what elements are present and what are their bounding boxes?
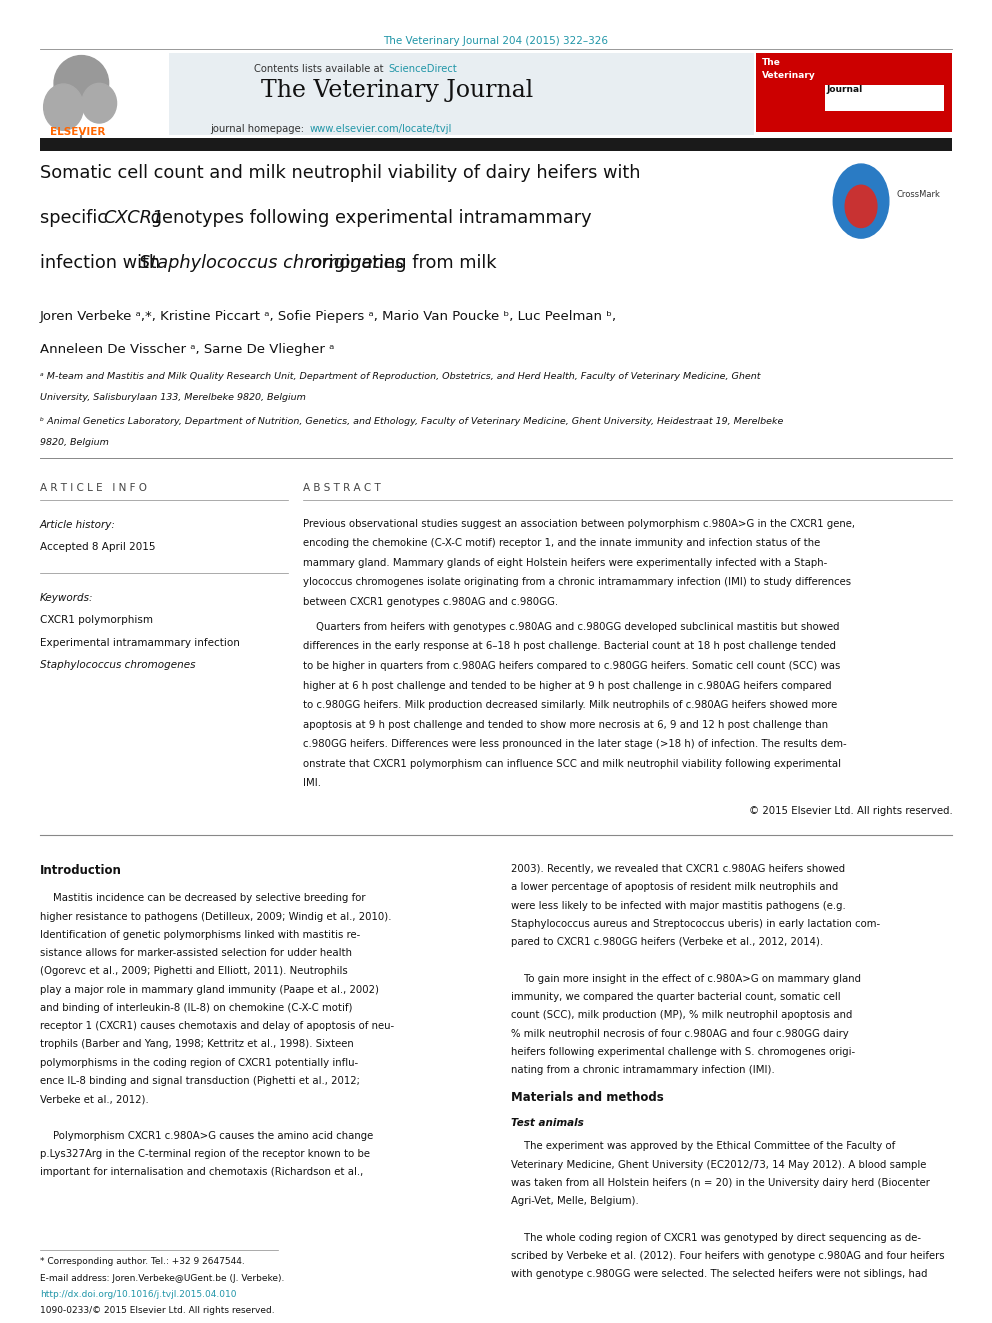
Text: journal homepage:: journal homepage: [210,124,308,135]
Text: c.980GG heifers. Differences were less pronounced in the later stage (>18 h) of : c.980GG heifers. Differences were less p… [303,740,846,749]
Text: differences in the early response at 6–18 h post challenge. Bacterial count at 1: differences in the early response at 6–1… [303,642,835,651]
Bar [45,53,169,135]
Text: IMI.: IMI. [303,778,320,789]
Text: sistance allows for marker-assisted selection for udder health: sistance allows for marker-assisted sele… [40,949,352,958]
Text: genotypes following experimental intramammary: genotypes following experimental intrama… [145,209,591,228]
Text: apoptosis at 9 h post challenge and tended to show more necrosis at 6, 9 and 12 : apoptosis at 9 h post challenge and tend… [303,720,827,730]
Text: A R T I C L E   I N F O: A R T I C L E I N F O [40,483,147,493]
Text: mammary gland. Mammary glands of eight Holstein heifers were experimentally infe: mammary gland. Mammary glands of eight H… [303,558,826,568]
Text: a lower percentage of apoptosis of resident milk neutrophils and: a lower percentage of apoptosis of resid… [511,882,838,893]
Text: p.Lys327Arg in the C-terminal region of the receptor known to be: p.Lys327Arg in the C-terminal region of … [40,1148,370,1159]
Text: * Corresponding author. Tel.: +32 9 2647544.: * Corresponding author. Tel.: +32 9 2647… [40,1257,244,1266]
Circle shape [833,164,889,238]
Text: The Veterinary Journal: The Veterinary Journal [261,79,533,102]
Text: Mastitis incidence can be decreased by selective breeding for: Mastitis incidence can be decreased by s… [40,893,365,904]
Text: specific: specific [40,209,112,228]
Text: originating from milk: originating from milk [305,254,496,273]
Text: ELSEVIER: ELSEVIER [50,127,105,138]
Text: Keywords:: Keywords: [40,593,93,603]
Text: pared to CXCR1 c.980GG heifers (Verbeke et al., 2012, 2014).: pared to CXCR1 c.980GG heifers (Verbeke … [511,937,823,947]
Text: Anneleen De Visscher ᵃ, Sarne De Vliegher ᵃ: Anneleen De Visscher ᵃ, Sarne De Vlieghe… [40,343,334,356]
Text: CrossMark: CrossMark [897,191,940,198]
Text: Polymorphism CXCR1 c.980A>G causes the amino acid change: Polymorphism CXCR1 c.980A>G causes the a… [40,1131,373,1140]
Text: University, Salisburylaan 133, Merelbeke 9820, Belgium: University, Salisburylaan 133, Merelbeke… [40,393,306,402]
Text: © 2015 Elsevier Ltd. All rights reserved.: © 2015 Elsevier Ltd. All rights reserved… [749,806,952,816]
Text: polymorphisms in the coding region of CXCR1 potentially influ-: polymorphisms in the coding region of CX… [40,1057,358,1068]
Text: encoding the chemokine (C-X-C motif) receptor 1, and the innate immunity and inf: encoding the chemokine (C-X-C motif) rec… [303,538,819,548]
Text: Identification of genetic polymorphisms linked with mastitis re-: Identification of genetic polymorphisms … [40,930,360,939]
Text: infection with: infection with [40,254,166,273]
Text: Accepted 8 April 2015: Accepted 8 April 2015 [40,542,155,553]
Text: Contents lists available at: Contents lists available at [254,64,387,74]
Text: between CXCR1 genotypes c.980AG and c.980GG.: between CXCR1 genotypes c.980AG and c.98… [303,597,558,607]
Text: Verbeke et al., 2012).: Verbeke et al., 2012). [40,1094,149,1105]
Text: Somatic cell count and milk neutrophil viability of dairy heifers with: Somatic cell count and milk neutrophil v… [40,164,640,183]
Text: higher at 6 h post challenge and tended to be higher at 9 h post challenge in c.: higher at 6 h post challenge and tended … [303,680,831,691]
Text: were less likely to be infected with major mastitis pathogens (e.g.: were less likely to be infected with maj… [511,901,845,910]
Text: was taken from all Holstein heifers (n = 20) in the University dairy herd (Bioce: was taken from all Holstein heifers (n =… [511,1177,930,1188]
Ellipse shape [55,56,109,111]
Text: ScienceDirect: ScienceDirect [389,64,457,74]
Text: Materials and methods: Materials and methods [511,1091,664,1105]
Bar [45,53,754,135]
Text: 1090-0233/© 2015 Elsevier Ltd. All rights reserved.: 1090-0233/© 2015 Elsevier Ltd. All right… [40,1306,275,1315]
Text: Veterinary: Veterinary [762,71,815,81]
Text: with genotype c.980GG were selected. The selected heifers were not siblings, had: with genotype c.980GG were selected. The… [511,1269,928,1279]
Text: to be higher in quarters from c.980AG heifers compared to c.980GG heifers. Somat: to be higher in quarters from c.980AG he… [303,662,840,671]
Text: E-mail address: Joren.Verbeke@UGent.be (J. Verbeke).: E-mail address: Joren.Verbeke@UGent.be (… [40,1274,284,1283]
Text: play a major role in mammary gland immunity (Paape et al., 2002): play a major role in mammary gland immun… [40,984,379,995]
Text: The: The [762,58,781,67]
Bar [756,53,952,132]
Text: Veterinary Medicine, Ghent University (EC2012/73, 14 May 2012). A blood sample: Veterinary Medicine, Ghent University (E… [511,1160,927,1170]
Text: scribed by Verbeke et al. (2012). Four heifers with genotype c.980AG and four he: scribed by Verbeke et al. (2012). Four h… [511,1252,944,1261]
Text: http://dx.doi.org/10.1016/j.tvjl.2015.04.010: http://dx.doi.org/10.1016/j.tvjl.2015.04… [40,1290,236,1299]
Text: The whole coding region of CXCR1 was genotyped by direct sequencing as de-: The whole coding region of CXCR1 was gen… [511,1233,921,1242]
Text: Quarters from heifers with genotypes c.980AG and c.980GG developed subclinical m: Quarters from heifers with genotypes c.9… [303,622,839,632]
Text: to c.980GG heifers. Milk production decreased similarly. Milk neutrophils of c.9: to c.980GG heifers. Milk production decr… [303,700,837,710]
Bar [40,138,952,151]
Text: ᵇ Animal Genetics Laboratory, Department of Nutrition, Genetics, and Ethology, F: ᵇ Animal Genetics Laboratory, Department… [40,417,783,426]
Text: Staphylococcus chromogenes: Staphylococcus chromogenes [139,254,404,273]
Text: Article history:: Article history: [40,520,115,531]
Text: A B S T R A C T: A B S T R A C T [303,483,380,493]
Bar [825,85,944,111]
Text: heifers following experimental challenge with S. chromogenes origi-: heifers following experimental challenge… [511,1046,855,1057]
Text: (Ogorevc et al., 2009; Pighetti and Elliott, 2011). Neutrophils: (Ogorevc et al., 2009; Pighetti and Elli… [40,966,347,976]
Text: ylococcus chromogenes isolate originating from a chronic intramammary infection : ylococcus chromogenes isolate originatin… [303,577,851,587]
Text: receptor 1 (CXCR1) causes chemotaxis and delay of apoptosis of neu-: receptor 1 (CXCR1) causes chemotaxis and… [40,1021,394,1031]
Text: To gain more insight in the effect of c.980A>G on mammary gland: To gain more insight in the effect of c.… [511,974,861,984]
Ellipse shape [44,85,83,130]
Text: Staphylococcus chromogenes: Staphylococcus chromogenes [40,660,195,671]
Text: www.elsevier.com/locate/tvjl: www.elsevier.com/locate/tvjl [310,124,452,135]
Text: higher resistance to pathogens (Detilleux, 2009; Windig et al., 2010).: higher resistance to pathogens (Detilleu… [40,912,391,922]
Circle shape [845,185,877,228]
Text: 9820, Belgium: 9820, Belgium [40,438,108,447]
Text: CXCR1: CXCR1 [103,209,164,228]
Text: ence IL-8 binding and signal transduction (Pighetti et al., 2012;: ence IL-8 binding and signal transductio… [40,1076,359,1086]
Text: 2003). Recently, we revealed that CXCR1 c.980AG heifers showed: 2003). Recently, we revealed that CXCR1 … [511,864,845,875]
Text: Previous observational studies suggest an association between polymorphism c.980: Previous observational studies suggest a… [303,519,854,529]
Text: and binding of interleukin-8 (IL-8) on chemokine (C-X-C motif): and binding of interleukin-8 (IL-8) on c… [40,1003,352,1013]
Text: Introduction: Introduction [40,864,122,877]
Text: Joren Verbeke ᵃ,*, Kristine Piccart ᵃ, Sofie Piepers ᵃ, Mario Van Poucke ᵇ, Luc : Joren Verbeke ᵃ,*, Kristine Piccart ᵃ, S… [40,310,617,323]
Text: Journal: Journal [826,85,863,94]
Text: important for internalisation and chemotaxis (Richardson et al.,: important for internalisation and chemot… [40,1167,363,1177]
Text: ᵃ M-team and Mastitis and Milk Quality Research Unit, Department of Reproduction: ᵃ M-team and Mastitis and Milk Quality R… [40,372,760,381]
Text: onstrate that CXCR1 polymorphism can influence SCC and milk neutrophil viability: onstrate that CXCR1 polymorphism can inf… [303,759,840,769]
Text: Staphylococcus aureus and Streptococcus uberis) in early lactation com-: Staphylococcus aureus and Streptococcus … [511,919,880,929]
Ellipse shape [81,83,117,123]
Text: immunity, we compared the quarter bacterial count, somatic cell: immunity, we compared the quarter bacter… [511,992,840,1002]
Text: CXCR1 polymorphism: CXCR1 polymorphism [40,615,153,626]
Text: Test animals: Test animals [511,1118,583,1127]
Text: count (SCC), milk production (MP), % milk neutrophil apoptosis and: count (SCC), milk production (MP), % mil… [511,1011,852,1020]
Text: Agri-Vet, Melle, Belgium).: Agri-Vet, Melle, Belgium). [511,1196,639,1207]
Text: % milk neutrophil necrosis of four c.980AG and four c.980GG dairy: % milk neutrophil necrosis of four c.980… [511,1028,848,1039]
Text: Experimental intramammary infection: Experimental intramammary infection [40,638,239,648]
Text: The experiment was approved by the Ethical Committee of the Faculty of: The experiment was approved by the Ethic… [511,1142,895,1151]
Text: trophils (Barber and Yang, 1998; Kettritz et al., 1998). Sixteen: trophils (Barber and Yang, 1998; Kettrit… [40,1040,353,1049]
Text: The Veterinary Journal 204 (2015) 322–326: The Veterinary Journal 204 (2015) 322–32… [384,36,608,46]
Text: nating from a chronic intramammary infection (IMI).: nating from a chronic intramammary infec… [511,1065,775,1076]
